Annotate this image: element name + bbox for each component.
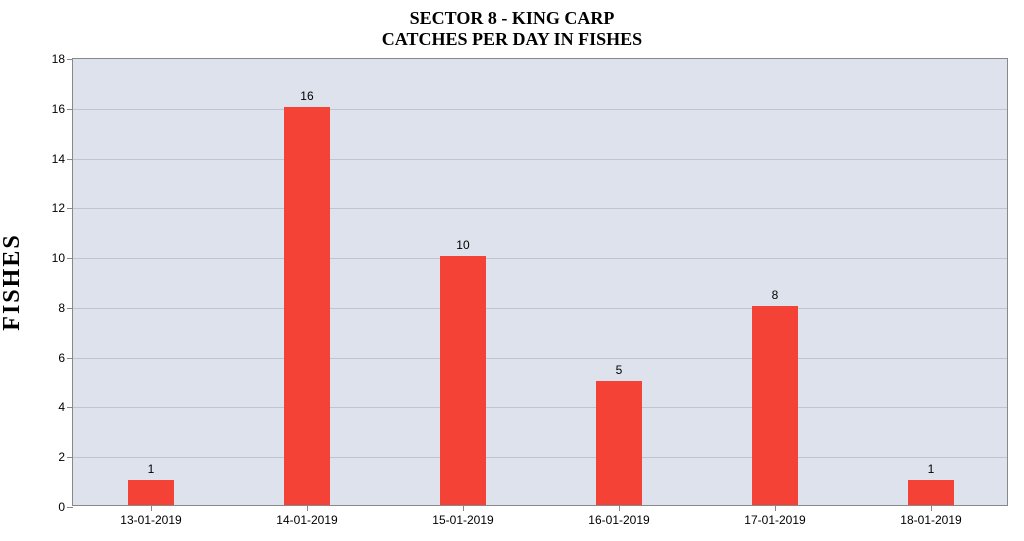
bar-value-label: 8 bbox=[772, 288, 779, 306]
y-tick-label: 16 bbox=[52, 102, 73, 116]
grid-line bbox=[73, 308, 1007, 309]
bar: 10 bbox=[440, 256, 487, 505]
y-tick-label: 18 bbox=[52, 52, 73, 66]
bar-value-label: 1 bbox=[148, 462, 155, 480]
bar-value-label: 1 bbox=[928, 462, 935, 480]
plot-area: 024681012141618113-01-20191614-01-201910… bbox=[72, 58, 1008, 506]
chart-title-line1: SECTOR 8 - KING CARP bbox=[0, 8, 1024, 29]
y-tick-label: 14 bbox=[52, 152, 73, 166]
bar-value-label: 10 bbox=[456, 238, 469, 256]
y-tick-label: 10 bbox=[52, 251, 73, 265]
y-tick-label: 12 bbox=[52, 201, 73, 215]
chart-title-line2: CATCHES PER DAY IN FISHES bbox=[0, 29, 1024, 50]
y-tick-label: 6 bbox=[58, 351, 73, 365]
y-tick-label: 4 bbox=[58, 400, 73, 414]
x-tick-label: 15-01-2019 bbox=[432, 505, 493, 527]
y-axis-title: FISHES bbox=[0, 233, 26, 330]
y-tick-label: 8 bbox=[58, 301, 73, 315]
grid-line bbox=[73, 109, 1007, 110]
x-tick-label: 13-01-2019 bbox=[120, 505, 181, 527]
bar: 1 bbox=[908, 480, 955, 505]
grid-line bbox=[73, 208, 1007, 209]
x-tick-label: 18-01-2019 bbox=[900, 505, 961, 527]
bar: 1 bbox=[128, 480, 175, 505]
y-tick-label: 0 bbox=[58, 500, 73, 514]
bar: 8 bbox=[752, 306, 799, 505]
chart-title: SECTOR 8 - KING CARP CATCHES PER DAY IN … bbox=[0, 8, 1024, 50]
bar-value-label: 5 bbox=[616, 363, 623, 381]
grid-line bbox=[73, 159, 1007, 160]
y-tick-label: 2 bbox=[58, 450, 73, 464]
x-tick-label: 16-01-2019 bbox=[588, 505, 649, 527]
x-tick-label: 14-01-2019 bbox=[276, 505, 337, 527]
grid-line bbox=[73, 407, 1007, 408]
grid-line bbox=[73, 457, 1007, 458]
bar: 5 bbox=[596, 381, 643, 505]
bar: 16 bbox=[284, 107, 331, 505]
grid-line bbox=[73, 258, 1007, 259]
bar-value-label: 16 bbox=[300, 89, 313, 107]
x-tick-label: 17-01-2019 bbox=[744, 505, 805, 527]
grid-line bbox=[73, 358, 1007, 359]
